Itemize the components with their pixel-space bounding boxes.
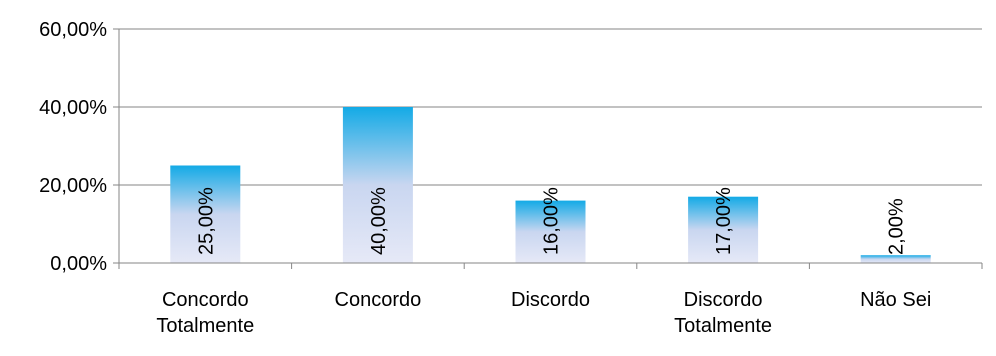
bar (688, 196, 759, 263)
y-tick-label: 0,00% (50, 253, 107, 275)
labels: 0,00% 20,00% 40,00% 60,00% 25,00% Concordo Tot… (39, 19, 931, 337)
x-tick-label: Não Sei (860, 289, 931, 311)
x-tick-label: Discordo (684, 289, 763, 311)
gridlines (119, 28, 982, 186)
bars (170, 107, 931, 263)
y-tick-label: 20,00% (39, 175, 107, 197)
data-label: 40,00% (368, 187, 390, 255)
x-tick-label: Totalmente (156, 315, 254, 337)
y-tick-label: 60,00% (39, 19, 107, 41)
axes (113, 28, 983, 269)
data-label: 2,00% (886, 198, 908, 255)
x-tick-label: Discordo (511, 289, 590, 311)
x-tick-label: Totalmente (674, 315, 772, 337)
bar (860, 255, 931, 263)
y-tick-label: 40,00% (39, 97, 107, 119)
bar (515, 200, 586, 263)
data-label: 17,00% (713, 187, 735, 255)
data-label: 25,00% (195, 187, 217, 255)
x-tick-label: Concordo (335, 289, 422, 311)
bar (342, 107, 413, 263)
data-label: 16,00% (541, 187, 563, 255)
x-tick-label: Concordo (162, 289, 249, 311)
bar (170, 165, 241, 263)
